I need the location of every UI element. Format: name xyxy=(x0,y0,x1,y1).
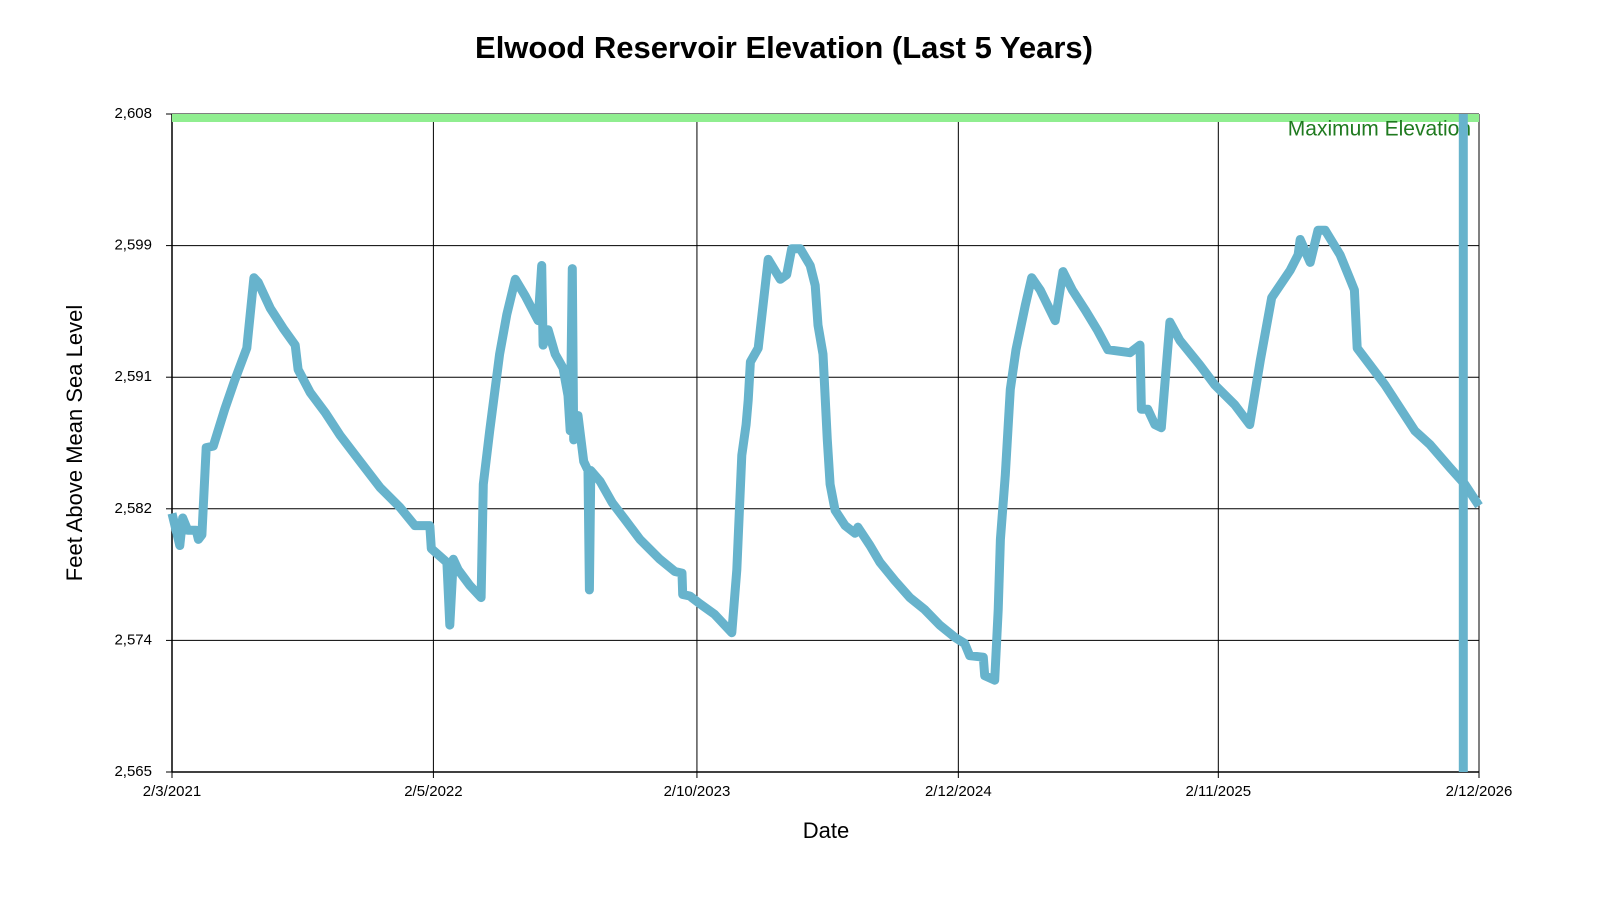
y-tick-label: 2,565 xyxy=(114,763,152,780)
y-tick-label: 2,591 xyxy=(114,368,152,385)
y-tick-label: 2,582 xyxy=(114,500,152,517)
x-axis-label: Date xyxy=(803,818,849,843)
x-tick-label: 2/12/2026 xyxy=(1446,783,1513,800)
y-axis-label: Feet Above Mean Sea Level xyxy=(62,305,87,581)
chart-title: Elwood Reservoir Elevation (Last 5 Years… xyxy=(475,30,1093,65)
y-tick-label: 2,608 xyxy=(114,105,152,122)
data-line xyxy=(167,225,1483,685)
x-tick-label: 2/3/2021 xyxy=(143,783,201,800)
max-elevation-label: Maximum Elevation xyxy=(1288,118,1471,141)
y-tick-label: 2,599 xyxy=(114,237,152,254)
y-tick-label: 2,574 xyxy=(114,631,152,648)
x-tick-label: 2/5/2022 xyxy=(404,783,462,800)
x-tick-label: 2/12/2024 xyxy=(925,783,992,800)
x-tick-label: 2/10/2023 xyxy=(664,783,731,800)
x-tick-label: 2/11/2025 xyxy=(1185,783,1251,800)
